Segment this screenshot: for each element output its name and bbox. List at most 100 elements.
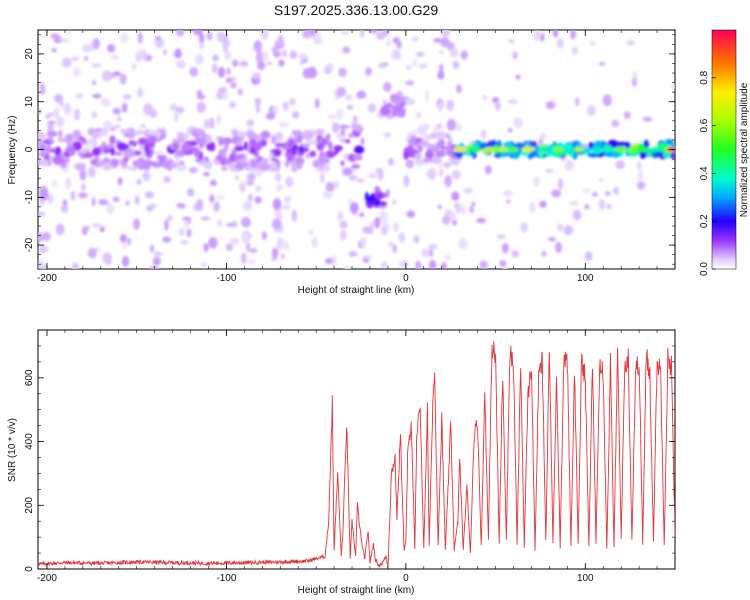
spectrogram-cell [163,176,171,183]
spectrogram-cell [110,158,120,167]
spectrogram-cell [133,218,140,230]
spectrogram-y-tick-label: 0 [24,146,35,152]
spectrogram-cell [396,39,402,50]
spectrogram-cell [182,150,193,155]
spectrogram-cell [611,149,620,158]
spectrogram-cell [106,203,115,215]
spectrogram-cell [134,195,140,205]
spectrogram-cell [151,162,162,168]
spectrogram-y-tick-label: -10 [24,190,35,205]
spectrogram-cell [156,129,161,139]
spectrogram-cell [229,237,240,245]
spectrogram-cell [204,134,213,144]
spectrogram-cell [399,259,409,268]
spectrogram-cell [515,74,521,80]
spectrogram-cell [63,102,72,115]
spectrogram-cell [176,132,184,137]
spectrogram-cell [213,201,220,212]
spectrogram-cell [203,243,209,253]
spectrogram-cell [393,221,400,233]
spectrogram-cell [294,156,305,166]
spectrogram-cell [92,147,101,156]
spectrogram-cell [147,130,158,136]
spectrogram-cell [305,153,310,159]
spectrogram-cell [93,37,100,50]
spectrogram-cell [413,152,422,160]
spectrogram-cell [102,163,112,171]
spectrogram-cell [406,210,416,218]
spectrogram-cell [405,80,415,86]
spectrogram-cell [132,159,142,168]
spectrogram-cell [448,137,453,142]
spectrogram-cell [208,117,215,129]
spectrogram-cell [164,219,169,231]
spectrogram-cell [277,34,284,47]
spectrogram-cell [155,35,162,41]
spectrogram-cell [344,139,351,144]
spectrogram-cell [324,258,333,265]
spectrogram-cell [427,168,437,181]
spectrogram-cell [581,187,591,194]
spectrogram-cell [406,145,414,154]
spectrogram-cell [289,98,296,106]
spectrogram-cell [410,36,419,42]
spectrogram-x-tick-label: 100 [577,273,594,284]
spectrogram-cell [338,67,347,77]
spectrogram-cell [343,167,351,176]
spectrogram-cell [564,143,573,150]
spectrogram-cell [594,140,601,148]
colorbar-tick-label: 0.8 [699,70,710,84]
spectrogram-cell [52,155,63,166]
spectrogram-cell [260,30,269,40]
spectrogram-cell [385,39,393,47]
spectrogram-cell [569,200,579,206]
spectrogram-cell [289,50,298,60]
spectrogram-cell [43,264,48,269]
spectrogram-cell [234,175,240,180]
spectrogram-cell [494,100,501,111]
spectrogram-cell [643,139,650,150]
spectrogram-cell [105,144,115,149]
spectrogram-cell [41,231,51,242]
spectrogram-cell [247,193,253,202]
spectrogram-cell [120,32,129,44]
spectrogram-cell [556,38,564,49]
spectrogram-cell [257,61,266,70]
spectrogram-cell [121,102,128,113]
snr-x-tick-label: -100 [216,573,236,584]
spectrogram-cell [460,204,467,216]
spectrogram-cell [38,211,46,216]
spectrogram-cell [351,163,361,169]
spectrogram-cell [571,46,579,55]
spectrogram-cell [143,144,150,153]
spectrogram-cell [255,103,261,114]
spectrogram-cell [273,105,279,113]
spectrogram-cell [438,49,444,55]
spectrogram-cell [39,190,49,201]
spectrogram-cell [438,168,444,177]
spectrogram-cell [58,101,65,107]
spectrogram-cell [590,40,596,46]
spectrogram-cell [117,142,127,151]
spectrogram-cell [336,86,347,97]
spectrogram-cell [232,220,238,228]
spectrogram-cell [278,59,285,67]
spectrogram-cell [209,194,215,203]
spectrogram-cell [430,132,437,139]
spectrogram-cell [591,192,598,197]
snr-axes: -200 -100 0 100 0 200 400 600 [24,329,676,584]
spectrogram-cell [428,243,438,250]
spectrogram-cell [273,219,279,228]
spectrogram-cell [56,137,68,143]
spectrogram-cell [308,228,314,236]
snr-panel: -200 -100 0 100 0 200 400 600 Height of straigh… [7,329,676,596]
spectrogram-cell [451,169,461,180]
spectrogram-cell [302,30,312,39]
spectrogram-cell [271,247,279,259]
spectrogram-cell [125,200,130,206]
snr-xlabel: Height of straight line (km) [298,585,415,596]
spectrogram-cell [260,130,271,140]
spectrogram-cell [222,44,229,53]
spectrogram-cell [98,199,108,206]
spectrogram-cell [616,141,627,147]
